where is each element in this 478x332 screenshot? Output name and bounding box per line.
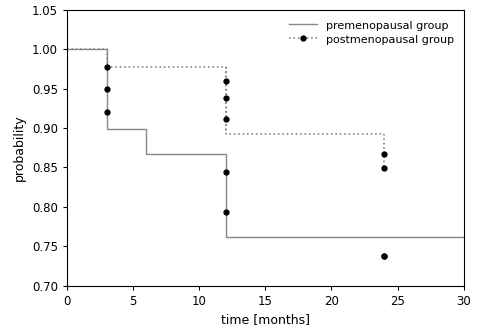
premenopausal group <box>461 235 467 239</box>
premenopausal group <box>104 127 109 131</box>
Y-axis label: probability: probability <box>13 115 26 181</box>
premenopausal group <box>104 47 109 51</box>
premenopausal group <box>143 152 149 156</box>
premenopausal group <box>223 152 228 156</box>
postmenopausal group <box>223 131 228 135</box>
postmenopausal group <box>104 65 109 69</box>
postmenopausal group <box>381 131 387 135</box>
premenopausal group <box>223 235 228 239</box>
premenopausal group <box>381 235 387 239</box>
Line: premenopausal group: premenopausal group <box>67 49 464 237</box>
premenopausal group <box>64 47 70 51</box>
premenopausal group <box>381 235 387 239</box>
X-axis label: time [months]: time [months] <box>221 313 310 326</box>
premenopausal group <box>143 127 149 131</box>
postmenopausal group <box>381 131 387 135</box>
postmenopausal group <box>64 47 70 51</box>
Legend: premenopausal group, postmenopausal group: premenopausal group, postmenopausal grou… <box>284 16 458 49</box>
Line: postmenopausal group: postmenopausal group <box>67 49 384 133</box>
postmenopausal group <box>223 65 228 69</box>
postmenopausal group <box>104 47 109 51</box>
